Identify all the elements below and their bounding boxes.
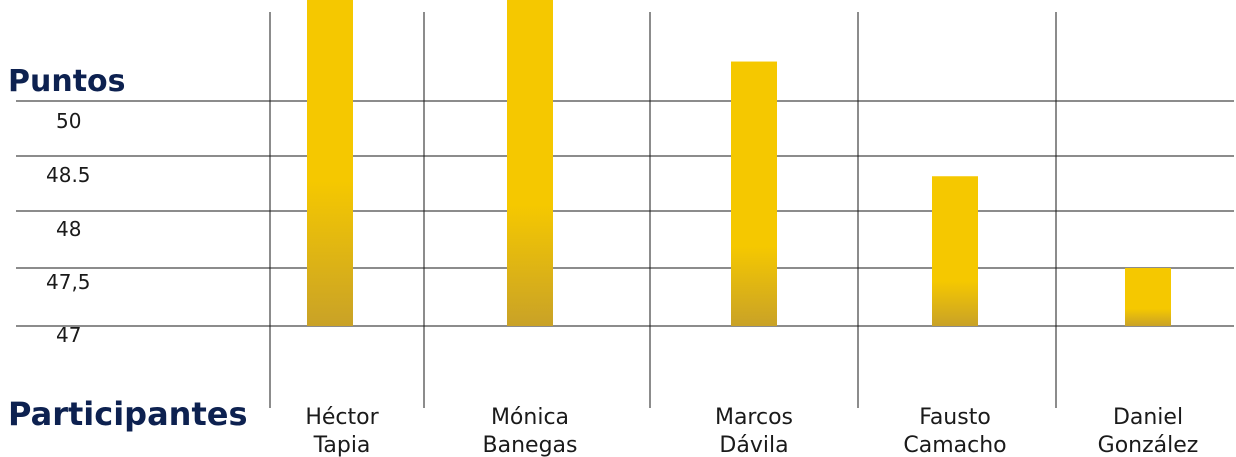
category-label: González	[1098, 433, 1199, 457]
category-label: Marcos	[715, 405, 793, 430]
bar	[1125, 268, 1171, 326]
category-label: Mónica	[491, 405, 569, 430]
category-label: Camacho	[903, 433, 1006, 457]
category-label: Fausto	[919, 405, 991, 430]
category-labels: Héctor Tapia Mónica Banegas Marcos Dávila Faus…	[305, 405, 1198, 457]
y-tick-label: 50	[56, 109, 81, 133]
bar	[507, 0, 553, 327]
category-label: Daniel	[1113, 405, 1183, 430]
category-label: Héctor	[305, 405, 379, 430]
y-tick-label: 47	[56, 323, 81, 347]
x-axis-title: Participantes	[8, 395, 248, 433]
y-axis-title: Puntos	[8, 64, 126, 99]
y-tick-label: 48	[56, 217, 81, 241]
grid-lines	[16, 12, 1234, 408]
bar	[307, 0, 353, 327]
category-label: Dávila	[719, 433, 788, 457]
y-tick-label: 48.5	[46, 163, 91, 187]
bars	[307, 0, 1171, 327]
y-tick-labels: 50 48.5 48 47,5 47	[46, 109, 91, 347]
category-label: Banegas	[483, 433, 578, 457]
y-tick-label: 47,5	[46, 270, 91, 294]
category-label: Tapia	[313, 433, 371, 457]
bar	[932, 176, 978, 326]
bar	[731, 61, 777, 326]
